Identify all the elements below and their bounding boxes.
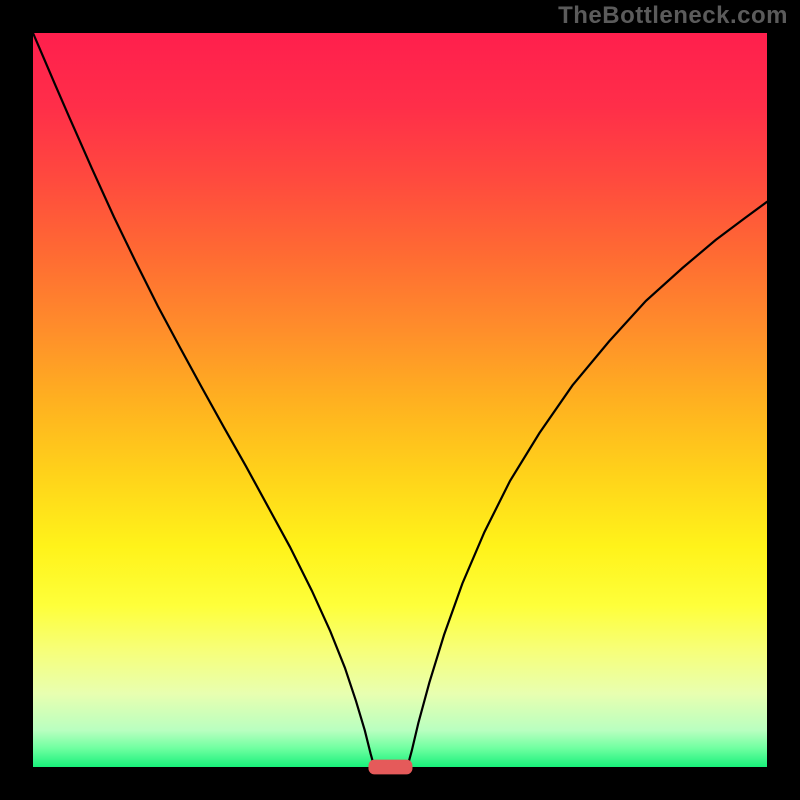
bottleneck-chart bbox=[0, 0, 800, 800]
plot-background bbox=[33, 33, 767, 767]
chart-container: TheBottleneck.com bbox=[0, 0, 800, 800]
watermark-text: TheBottleneck.com bbox=[558, 2, 788, 30]
bottleneck-marker bbox=[368, 760, 412, 775]
